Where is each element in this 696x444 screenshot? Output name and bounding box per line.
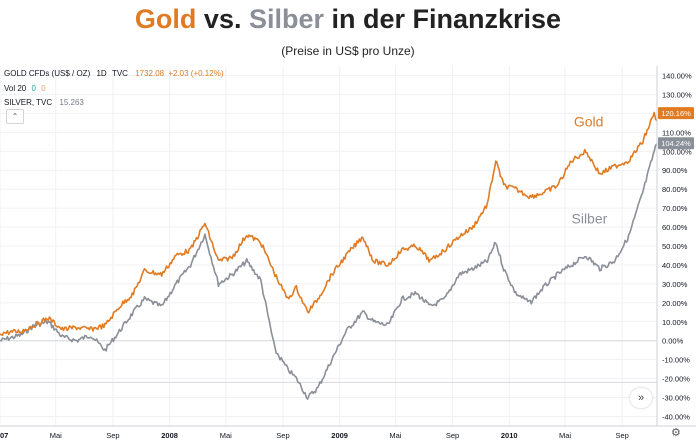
legend-main[interactable]: GOLD CFDs (US$ / OZ) 1D TVC 1732.08 +2.0… xyxy=(4,69,223,78)
legend-silver-value: 15.263 xyxy=(59,98,84,107)
y-tick-label: 30.00% xyxy=(662,280,688,289)
x-tick-label: Sep xyxy=(276,431,289,440)
legend-interval: 1D xyxy=(96,69,107,78)
legend-vol-a: 0 xyxy=(31,84,36,93)
series-lines xyxy=(0,111,658,400)
series-line-silber xyxy=(0,143,658,400)
price-axis[interactable]: 140.00%130.00%120.00%110.00%100.00%90.00… xyxy=(662,71,692,421)
y-tick-label: 130.00% xyxy=(662,90,692,99)
x-tick-label: Sep xyxy=(615,431,628,440)
x-tick-label: 2009 xyxy=(331,431,348,440)
title-silver: Silber xyxy=(248,4,324,34)
series-line-gold xyxy=(0,111,658,337)
legend-symbol[interactable]: GOLD CFDs (US$ / OZ) xyxy=(4,69,91,78)
x-tick-label: Mai xyxy=(389,431,401,440)
last-value-badges: 120.16% 104.24% xyxy=(658,107,694,150)
series-name-silber: Silber xyxy=(572,210,608,226)
y-tick-label: 140.00% xyxy=(662,71,692,80)
gear-icon: ⚙ xyxy=(671,427,681,439)
time-axis[interactable]: 2007 Mai Sep 2008 Mai Sep 2009 Mai Sep 2010 Mai Sep xyxy=(0,431,629,440)
y-tick-label: 0.00% xyxy=(662,337,684,346)
y-tick-label: -40.00% xyxy=(662,413,690,422)
y-tick-label: 40.00% xyxy=(662,261,688,270)
page-title: Gold vs. Silber in der Finanzkrise xyxy=(0,4,696,35)
legend-silver[interactable]: SILVER, TVC 15.263 xyxy=(4,98,84,107)
chart-background xyxy=(0,66,696,444)
y-tick-label: 90.00% xyxy=(662,166,688,175)
x-tick-label: 2007 xyxy=(0,431,8,440)
scroll-to-realtime-button[interactable]: » xyxy=(630,388,652,408)
y-tick-label: -10.00% xyxy=(662,356,690,365)
legend-change: +2.03 (+0.12%) xyxy=(168,69,224,78)
y-tick-label: 100.00% xyxy=(662,147,692,156)
legend-volume[interactable]: Vol 20 0 0 xyxy=(4,84,46,93)
double-chevron-right-icon: » xyxy=(637,392,645,404)
badge-label-gold: 120.16% xyxy=(661,109,691,118)
x-tick-label: Sep xyxy=(446,431,459,440)
x-tick-label: Mai xyxy=(559,431,571,440)
legend-silver-label: SILVER, TVC xyxy=(4,98,53,107)
badge-label-silber: 104.24% xyxy=(661,139,691,148)
chevron-up-icon: ⌃ xyxy=(11,112,19,121)
badge-bg-gold xyxy=(658,107,694,120)
page-subtitle: (Preise in US$ pro Unze) xyxy=(281,44,415,58)
y-tick-label: 10.00% xyxy=(662,318,688,327)
title-gold: Gold xyxy=(134,4,197,34)
series-name-gold: Gold xyxy=(574,114,604,130)
y-tick-label: 110.00% xyxy=(662,128,691,137)
y-tick-label: -30.00% xyxy=(662,394,690,403)
title-rest: in der Finanzkrise xyxy=(324,4,562,34)
title-vs: vs. xyxy=(196,4,249,34)
x-tick-label: Mai xyxy=(220,431,232,440)
x-tick-label: Mai xyxy=(50,431,62,440)
x-tick-label: 2008 xyxy=(161,431,178,440)
y-tick-label: -20.00% xyxy=(662,375,690,384)
legend-vol-b: 0 xyxy=(41,84,46,93)
y-tick-label: 20.00% xyxy=(662,299,688,308)
y-tick-label: 80.00% xyxy=(662,185,688,194)
chart-settings-button[interactable]: ⚙ xyxy=(671,426,681,439)
legend-source: TVC xyxy=(111,69,128,78)
chart-grid xyxy=(0,66,657,426)
y-tick-label: 70.00% xyxy=(662,204,688,213)
x-tick-label: Sep xyxy=(106,431,119,440)
y-tick-label: 50.00% xyxy=(662,242,688,251)
legend-price: 1732.08 xyxy=(135,69,165,78)
badge-bg-silber xyxy=(658,137,694,150)
legend-collapse-button[interactable]: ⌃ xyxy=(6,109,24,124)
y-tick-label: 60.00% xyxy=(662,223,688,232)
series-name-labels: Gold Silber xyxy=(572,114,608,227)
legend-vol-label: Vol 20 xyxy=(4,84,27,93)
x-tick-label: 2010 xyxy=(501,431,518,440)
